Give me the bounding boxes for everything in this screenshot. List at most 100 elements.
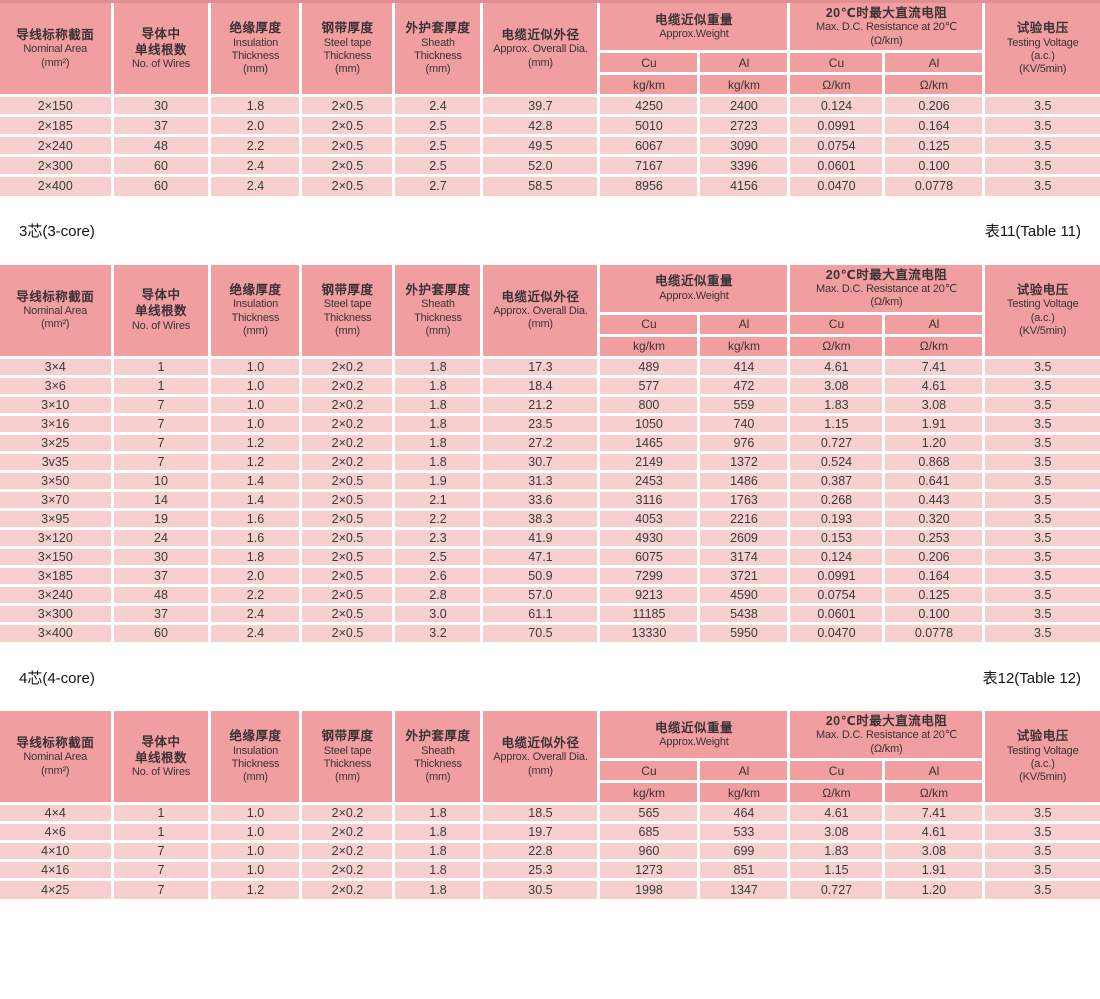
- cell-weight-cu: 5010: [597, 114, 701, 138]
- cell-testing-voltage: 3.5: [982, 821, 1100, 844]
- cell-overall-dia: 23.5: [480, 412, 601, 435]
- cell-sheath: 1.8: [392, 393, 484, 416]
- header-steel-tape-en: (mm): [335, 771, 360, 784]
- table-row: 3×16 7 1.0 2×0.2 1.8 23.5 1050 740 1.15 1.91 3.5: [0, 412, 1100, 435]
- header-resistance-al-unit: Ω/km: [882, 780, 984, 806]
- header-overall-dia: 电缆近似外径 Approx. Overall Dia. (mm): [480, 264, 601, 359]
- table-row: 3×120 24 1.6 2×0.5 2.3 41.9 4930 2609 0.153 0.253…: [0, 526, 1100, 549]
- cell-weight-al: 3174: [697, 545, 791, 568]
- cell-overall-dia: 70.5: [480, 621, 601, 643]
- cell-nominal-area: 2×240: [0, 134, 114, 158]
- cell-insulation: 2.4: [208, 154, 303, 178]
- table-row: 4×25 7 1.2 2×0.2 1.8 30.5 1998 1347 0.727 1.20 3.5: [0, 878, 1100, 899]
- cell-sheath: 1.8: [392, 355, 484, 378]
- header-insulation-en: (mm): [243, 324, 268, 337]
- cell-nominal-area: 3×300: [0, 602, 114, 625]
- cell-overall-dia: 38.3: [480, 507, 601, 530]
- cell-overall-dia: 39.7: [480, 94, 601, 118]
- cell-insulation: 1.2: [208, 431, 303, 454]
- cell-weight-al: 5950: [697, 621, 791, 643]
- table-2core-section: 导线标称截面 Nominal Area (mm²) 导体中 单线根数 No. of Wir…: [0, 0, 1100, 196]
- cell-nominal-area: 4×16: [0, 859, 114, 882]
- header-steel-tape-en: Thickness: [323, 49, 372, 62]
- header-resistance-cu: Cu: [787, 50, 886, 76]
- table11-label: 表11(Table 11): [984, 223, 1081, 241]
- cell-wires: 60: [110, 621, 212, 643]
- cell-wires: 7: [110, 450, 212, 473]
- cell-insulation: 1.0: [208, 821, 303, 844]
- cell-resistance-cu: 1.15: [787, 412, 886, 435]
- cell-testing-voltage: 3.5: [982, 526, 1100, 549]
- header-wires-en: No. of Wires: [131, 766, 191, 779]
- cell-weight-cu: 960: [597, 840, 701, 863]
- header-resistance-zh: 20℃时最大直流电阻: [825, 714, 948, 729]
- cell-steel-tape: 2×0.5: [299, 488, 396, 511]
- header-testing-voltage-en: Testing Voltage: [1006, 744, 1079, 757]
- table-row: 2×400 60 2.4 2×0.5 2.7 58.5 8956 4156 0.0470 0.07…: [0, 174, 1100, 196]
- cell-resistance-cu: 0.0991: [787, 564, 886, 587]
- cell-testing-voltage: 3.5: [982, 374, 1100, 397]
- cell-steel-tape: 2×0.2: [299, 450, 396, 473]
- header-nominal-area-en: (mm²): [41, 318, 70, 331]
- cell-steel-tape: 2×0.2: [299, 374, 396, 397]
- table-row: 3×300 37 2.4 2×0.5 3.0 61.1 11185 5438 0.0601 0.1…: [0, 602, 1100, 625]
- cell-resistance-cu: 1.83: [787, 840, 886, 863]
- cell-nominal-area: 3×16: [0, 412, 114, 435]
- cell-resistance-al: 0.0778: [882, 174, 986, 196]
- cell-nominal-area: 4×4: [0, 802, 114, 825]
- header-row-units: kg/km kg/km Ω/km Ω/km: [0, 780, 1100, 806]
- header-sheath: 外护套厚度 Sheath Thickness (mm): [392, 3, 484, 98]
- header-testing-voltage-en: (KV/5min): [1019, 324, 1067, 337]
- header-steel-tape-zh: 钢带厚度: [321, 282, 374, 297]
- header-insulation: 绝缘厚度 Insulation Thickness (mm): [208, 3, 303, 98]
- cell-resistance-cu: 0.727: [787, 431, 886, 454]
- cell-steel-tape: 2×0.2: [299, 393, 396, 416]
- header-steel-tape-en: Steel tape: [323, 744, 372, 757]
- cell-wires: 1: [110, 821, 212, 844]
- cell-weight-cu: 800: [597, 393, 701, 416]
- table-3core: 导线标称截面 Nominal Area (mm²) 导体中 单线根数 No. of Wir…: [0, 264, 1100, 643]
- header-resistance-al: Al: [882, 50, 984, 76]
- header-sheath-en: Sheath: [421, 744, 455, 757]
- header-sheath-en: Thickness: [414, 758, 462, 771]
- header-sheath-en: (mm): [425, 63, 451, 76]
- cell-weight-al: 699: [697, 840, 791, 863]
- header-resistance-al-unit: Ω/km: [882, 72, 984, 98]
- table-row: 3×150 30 1.8 2×0.5 2.5 47.1 6075 3174 0.124 0.206…: [0, 545, 1100, 568]
- header-insulation-en: Insulation: [232, 744, 279, 757]
- cell-resistance-cu: 0.524: [787, 450, 886, 473]
- header-resistance-cu: Cu: [787, 311, 886, 337]
- cell-steel-tape: 2×0.5: [299, 621, 396, 643]
- header-insulation-zh: 绝缘厚度: [229, 729, 282, 744]
- header-row-main: 导线标称截面 Nominal Area (mm²) 导体中 单线根数 No. of Wir…: [0, 264, 1100, 359]
- cell-nominal-area: 4×25: [0, 878, 114, 899]
- header-resistance-en: (Ω/km): [870, 742, 903, 755]
- header-overall-dia-en: (mm): [528, 56, 553, 69]
- header-steel-tape: 钢带厚度 Steel tape Thickness (mm): [299, 3, 396, 98]
- header-testing-voltage-en: (a.c.): [1030, 758, 1055, 771]
- cell-overall-dia: 30.5: [480, 878, 601, 899]
- cell-insulation: 1.2: [208, 878, 303, 899]
- cell-steel-tape: 2×0.2: [299, 355, 396, 378]
- header-insulation-zh: 绝缘厚度: [229, 282, 282, 297]
- header-nominal-area-zh: 导线标称截面: [16, 28, 95, 42]
- cell-resistance-al: 0.641: [882, 469, 986, 492]
- cell-resistance-al: 0.164: [882, 114, 986, 138]
- cell-weight-al: 464: [697, 802, 791, 825]
- header-sheath-en: (mm): [425, 324, 451, 337]
- cell-insulation: 1.6: [208, 507, 303, 530]
- cell-resistance-cu: 0.0601: [787, 154, 886, 178]
- cell-overall-dia: 22.8: [480, 840, 601, 863]
- cell-sheath: 2.2: [392, 507, 484, 530]
- cell-weight-al: 3396: [697, 154, 791, 178]
- cell-sheath: 1.8: [392, 802, 484, 825]
- header-weight: 电缆近似重量 Approx.Weight: [597, 711, 791, 762]
- cell-nominal-area: 3×120: [0, 526, 114, 549]
- header-sheath-en: Thickness: [414, 311, 462, 324]
- cell-weight-cu: 8956: [597, 174, 701, 196]
- cell-sheath: 1.8: [392, 374, 484, 397]
- cell-sheath: 1.9: [392, 469, 484, 492]
- cell-resistance-al: 7.41: [882, 802, 986, 825]
- cell-overall-dia: 31.3: [480, 469, 601, 492]
- table-2core: 导线标称截面 Nominal Area (mm²) 导体中 单线根数 No. of Wir…: [0, 3, 1100, 196]
